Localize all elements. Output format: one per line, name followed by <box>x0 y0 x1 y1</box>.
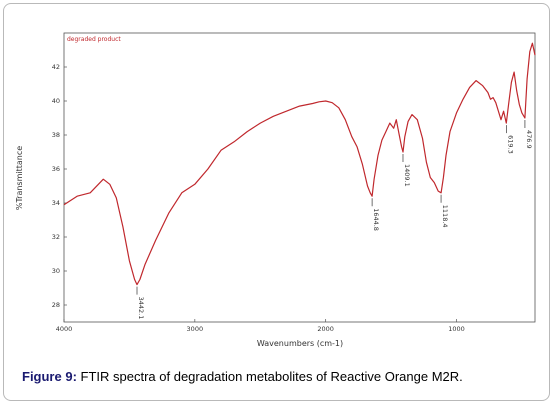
x-axis-title: Wavenumbers (cm-1) <box>257 339 343 348</box>
figure-label: Figure 9: <box>22 369 77 384</box>
y-tick-label: 38 <box>52 131 60 139</box>
peak-label: 3442.1 <box>137 297 145 320</box>
x-tick-label: 4000 <box>56 325 73 333</box>
y-tick-label: 28 <box>52 301 60 309</box>
y-tick-label: 30 <box>52 267 60 275</box>
peak-label: 1644.8 <box>372 208 380 231</box>
series-layer <box>63 42 536 286</box>
peak-label: 476.9 <box>525 130 533 149</box>
y-tick-label: 36 <box>52 165 60 173</box>
y-tick-label: 40 <box>52 97 60 105</box>
x-tick-label: 3000 <box>187 325 204 333</box>
y-axis-title: %Transmittance <box>15 146 24 210</box>
y-tick-label: 34 <box>52 199 60 207</box>
caption-text: FTIR spectra of degradation metabolites … <box>76 369 463 384</box>
peak-label: 619.3 <box>506 135 514 154</box>
plot-frame <box>63 32 536 323</box>
peak-label: 1409.1 <box>403 164 411 187</box>
x-axis: 4000 3000 2000 1000 <box>56 319 465 333</box>
y-tick-label: 32 <box>52 233 60 241</box>
x-tick-label: 1000 <box>448 325 465 333</box>
y-tick-label: 42 <box>52 63 60 71</box>
x-tick-label: 2000 <box>317 325 334 333</box>
peak-label: 1118.4 <box>441 205 449 228</box>
figure-caption: Figure 9: FTIR spectra of degradation me… <box>22 369 463 384</box>
figure-frame <box>3 3 550 401</box>
plot-border <box>63 32 536 323</box>
plot-title: degraded product <box>67 36 121 43</box>
y-axis: 28 30 32 34 36 38 40 42 <box>52 63 67 309</box>
peak-annotations: 3442.1 1644.8 1409.1 1118.4 619.3 476.9 <box>136 120 533 320</box>
spectrum-line <box>63 42 536 286</box>
